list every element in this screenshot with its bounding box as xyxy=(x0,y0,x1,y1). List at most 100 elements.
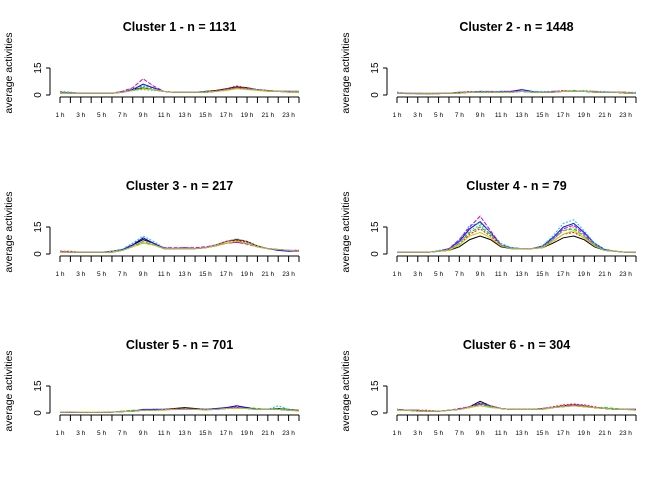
x-tick-label: 7 h xyxy=(455,271,464,278)
chart-title: Cluster 3 - n = 217 xyxy=(126,179,233,193)
x-tick-label: 17 h xyxy=(220,271,233,278)
x-tick-label: 7 h xyxy=(118,430,127,437)
x-tick-label: 13 h xyxy=(178,112,191,119)
x-tick-label: 19 h xyxy=(578,430,591,437)
x-tick-label: 1 h xyxy=(392,112,401,119)
x-tick-label: 23 h xyxy=(282,271,295,278)
x-tick-label: 21 h xyxy=(261,112,274,119)
x-tick-label: 9 h xyxy=(139,112,148,119)
x-tick-label: 3 h xyxy=(76,271,85,278)
x-tick-label: 19 h xyxy=(241,430,254,437)
x-tick-label: 23 h xyxy=(619,271,632,278)
x-tick-label: 17 h xyxy=(220,430,233,437)
series-line xyxy=(397,219,636,253)
x-tick-label: 19 h xyxy=(241,271,254,278)
x-tick-label: 21 h xyxy=(598,112,611,119)
x-tick-label: 23 h xyxy=(619,430,632,437)
x-tick-label: 11 h xyxy=(495,271,508,278)
x-tick-label: 3 h xyxy=(413,430,422,437)
x-tick-label: 5 h xyxy=(97,430,106,437)
x-tick-label: 7 h xyxy=(118,112,127,119)
x-tick-label: 21 h xyxy=(261,271,274,278)
y-axis-label: average activities xyxy=(3,32,15,113)
x-tick-label: 1 h xyxy=(392,430,401,437)
x-tick-label: 9 h xyxy=(139,430,148,437)
chart-panel-5: Cluster 5 - n = 701 average activities 0 15… xyxy=(3,338,300,437)
x-tick-label: 5 h xyxy=(97,271,106,278)
x-tick-label: 11 h xyxy=(158,112,171,119)
series-line xyxy=(60,237,299,253)
y-tick-label: 15 xyxy=(370,380,381,392)
x-tick-label: 1 h xyxy=(55,271,64,278)
y-tick-label: 0 xyxy=(33,92,44,98)
x-tick-label: 23 h xyxy=(282,430,295,437)
x-tick-label: 11 h xyxy=(495,112,508,119)
series-line xyxy=(397,224,636,253)
series-line xyxy=(59,238,300,253)
x-tick-label: 3 h xyxy=(413,112,422,119)
y-tick-label: 15 xyxy=(33,380,44,392)
series-line xyxy=(59,87,299,94)
x-tick-label: 17 h xyxy=(557,112,570,119)
y-axis-label: average activities xyxy=(340,191,352,272)
x-tick-label: 11 h xyxy=(158,271,171,278)
x-tick-label: 3 h xyxy=(76,112,85,119)
chart-title: Cluster 1 - n = 1131 xyxy=(123,20,237,34)
x-tick-label: 1 h xyxy=(55,112,64,119)
y-tick-label: 15 xyxy=(33,221,44,233)
series-line xyxy=(397,235,636,253)
x-tick-label: 1 h xyxy=(392,271,401,278)
x-tick-label: 23 h xyxy=(282,112,295,119)
x-tick-label: 15 h xyxy=(536,430,549,437)
y-axis-label: average activities xyxy=(3,350,15,431)
x-tick-label: 7 h xyxy=(455,112,464,119)
y-tick-label: 15 xyxy=(370,62,381,74)
series-line xyxy=(59,240,300,253)
x-tick-label: 21 h xyxy=(598,430,611,437)
x-tick-label: 5 h xyxy=(434,430,443,437)
x-tick-label: 7 h xyxy=(455,430,464,437)
chart-panel-3: Cluster 3 - n = 217 average activities 0 15… xyxy=(3,179,300,278)
x-tick-label: 19 h xyxy=(578,112,591,119)
x-tick-label: 9 h xyxy=(476,430,485,437)
x-tick-label: 13 h xyxy=(178,271,191,278)
x-tick-label: 13 h xyxy=(178,430,191,437)
x-tick-label: 21 h xyxy=(598,271,611,278)
y-axis-label: average activities xyxy=(340,32,352,113)
series-line xyxy=(60,407,299,413)
x-tick-label: 19 h xyxy=(578,271,591,278)
x-tick-label: 5 h xyxy=(434,112,443,119)
x-tick-label: 13 h xyxy=(515,112,528,119)
x-tick-label: 3 h xyxy=(76,430,85,437)
x-tick-label: 7 h xyxy=(118,271,127,278)
x-tick-label: 3 h xyxy=(413,271,422,278)
chart-title: Cluster 2 - n = 1448 xyxy=(459,20,573,34)
x-tick-label: 17 h xyxy=(220,112,233,119)
x-tick-label: 13 h xyxy=(515,271,528,278)
x-tick-label: 13 h xyxy=(515,430,528,437)
y-tick-label: 15 xyxy=(370,221,381,233)
y-axis-label: average activities xyxy=(340,350,352,431)
x-tick-label: 15 h xyxy=(199,112,212,119)
chart-panel-1: Cluster 1 - n = 1131 average activities 0 1… xyxy=(3,20,300,119)
x-tick-label: 1 h xyxy=(55,430,64,437)
series-line xyxy=(59,235,300,253)
x-tick-label: 19 h xyxy=(241,112,254,119)
x-tick-label: 15 h xyxy=(199,430,212,437)
x-tick-label: 9 h xyxy=(139,271,148,278)
x-tick-label: 11 h xyxy=(158,430,171,437)
y-tick-label: 0 xyxy=(33,410,44,416)
x-tick-label: 15 h xyxy=(536,112,549,119)
chart-panel-6: Cluster 6 - n = 304 average activities 0 15… xyxy=(340,338,637,437)
x-tick-label: 5 h xyxy=(97,112,106,119)
x-tick-label: 9 h xyxy=(476,271,485,278)
series-line xyxy=(59,239,300,253)
x-tick-label: 5 h xyxy=(434,271,443,278)
x-tick-label: 11 h xyxy=(495,430,508,437)
chart-panel-2: Cluster 2 - n = 1448 average activities 0 1… xyxy=(340,20,637,119)
chart-title: Cluster 6 - n = 304 xyxy=(463,338,570,352)
series-line xyxy=(60,238,299,253)
y-tick-label: 0 xyxy=(33,251,44,257)
series-line xyxy=(60,240,300,253)
